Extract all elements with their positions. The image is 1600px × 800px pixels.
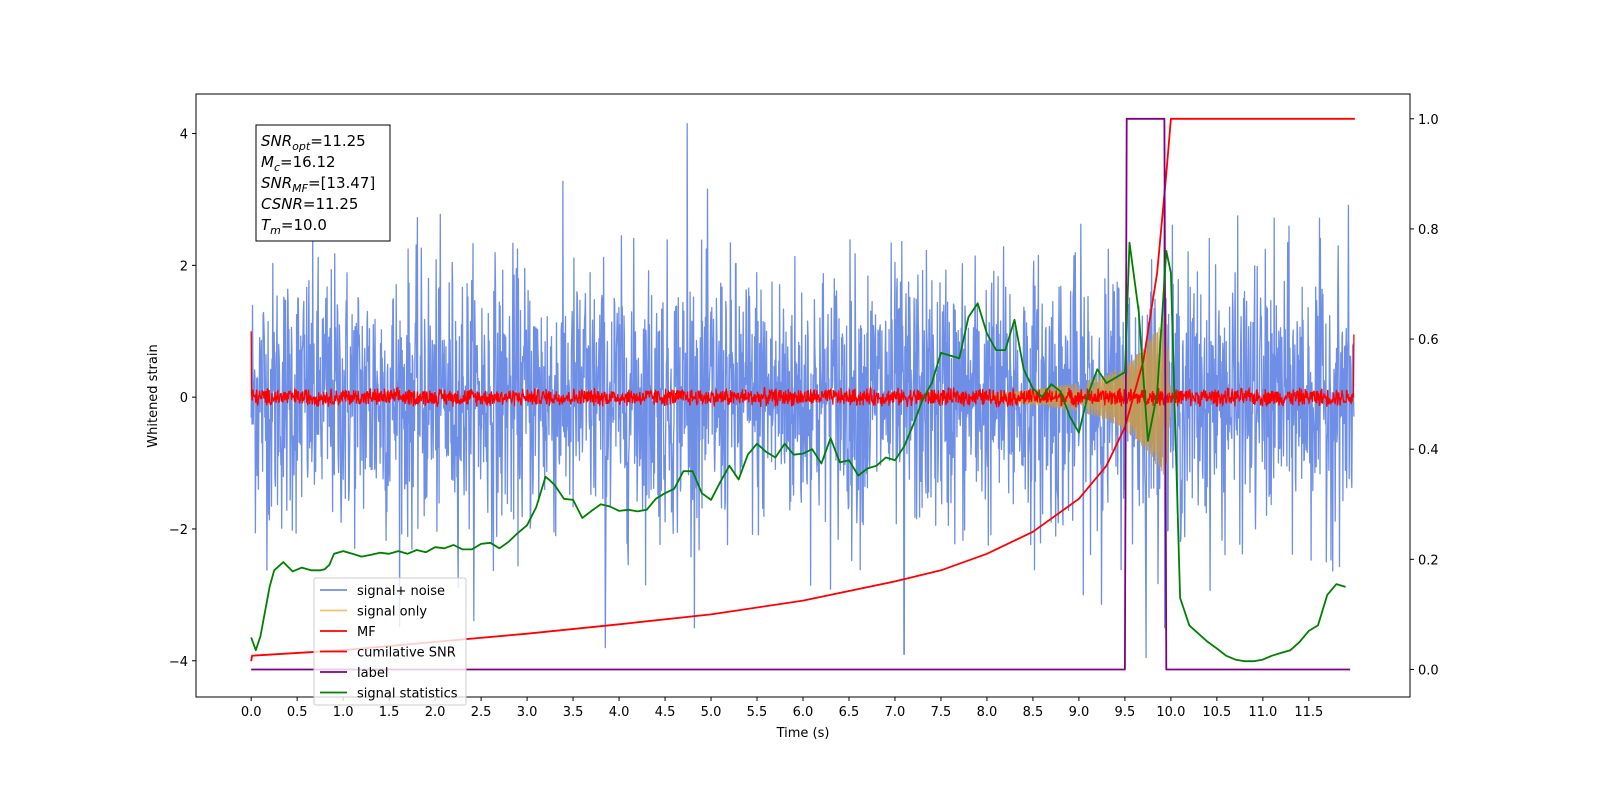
x-tick-label: 3.5 <box>563 705 584 720</box>
x-tick-label: 10.0 <box>1156 705 1185 720</box>
y-tick-label: −2 <box>169 523 188 538</box>
series-signal-noise-line <box>250 123 1355 659</box>
series-label-line <box>251 117 1351 671</box>
annotation-line: SNRMF=[13.47] <box>261 174 375 195</box>
x-tick-label: 8.0 <box>977 705 998 720</box>
legend-entry-label: cumilative SNR <box>357 646 456 661</box>
annotation-line: CSNR=11.25 <box>261 195 358 213</box>
y2-tick-label: 0.0 <box>1418 663 1439 678</box>
x-axis-label: Time (s) <box>776 726 830 741</box>
annotation-frame <box>255 124 391 242</box>
annotation-box: SNRopt=11.25Mc=16.12SNRMF=[13.47]CSNR=11… <box>255 124 391 242</box>
x-tick-label: 4.5 <box>655 705 676 720</box>
x-tick-label: 8.5 <box>1023 705 1044 720</box>
x-tick-label: 2.5 <box>471 705 492 720</box>
legend-entry-label: MF <box>357 625 376 640</box>
x-tick-label: 1.5 <box>379 705 400 720</box>
x-tick-label: 3.0 <box>517 705 538 720</box>
y2-tick-label: 0.6 <box>1418 333 1439 348</box>
legend-entry-label: signal+ noise <box>357 584 445 599</box>
annotation-line: Mc=16.12 <box>261 153 336 174</box>
x-tick-label: 6.0 <box>793 705 814 720</box>
legend: signal+ noise signal only MF cumilative SNR… <box>313 577 467 706</box>
y2-tick-label: 0.8 <box>1418 223 1439 238</box>
x-tick-label: 5.5 <box>747 705 768 720</box>
x-tick-label: 10.5 <box>1202 705 1231 720</box>
y-axis-label: Whitened strain <box>146 344 161 447</box>
x-tick-label: 9.0 <box>1069 705 1090 720</box>
y-tick-label: 4 <box>180 128 188 143</box>
x-tick-label: 9.5 <box>1115 705 1136 720</box>
x-tick-label: 0.5 <box>287 705 308 720</box>
y2-tick-label: 1.0 <box>1418 113 1439 128</box>
axes-layer: 0.0 0.5 1.0 1.5 2.0 2.5 3.0 3.5 4.0 4.5 5.0 5.5 6.0 6… <box>169 113 1439 720</box>
series-signal-statistics-line <box>250 241 1346 663</box>
x-tick-label: 4.0 <box>609 705 630 720</box>
y-tick-label: −4 <box>169 655 188 670</box>
y-tick-label: 2 <box>180 259 188 274</box>
x-tick-label: 7.5 <box>931 705 952 720</box>
legend-entry-label: signal only <box>357 605 427 620</box>
legend-entry-label: signal statistics <box>357 687 458 702</box>
annotation-line: SNRopt=11.25 <box>261 132 366 153</box>
x-tick-label: 5.0 <box>701 705 722 720</box>
y2-tick-label: 0.2 <box>1418 553 1439 568</box>
x-tick-label: 11.5 <box>1294 705 1323 720</box>
annotation-line: Tm=10.0 <box>261 216 327 237</box>
x-tick-label: 2.0 <box>425 705 446 720</box>
legend-frame <box>313 577 467 706</box>
y-tick-label: 0 <box>180 391 188 406</box>
x-tick-label: 7.0 <box>885 705 906 720</box>
x-tick-label: 6.5 <box>839 705 860 720</box>
x-tick-label: 11.0 <box>1248 705 1277 720</box>
x-tick-label: 1.0 <box>333 705 354 720</box>
y2-tick-label: 0.4 <box>1418 443 1439 458</box>
legend-entry-label: label <box>357 666 388 681</box>
series-mf-line <box>250 331 1355 408</box>
x-tick-label: 0.0 <box>241 705 262 720</box>
